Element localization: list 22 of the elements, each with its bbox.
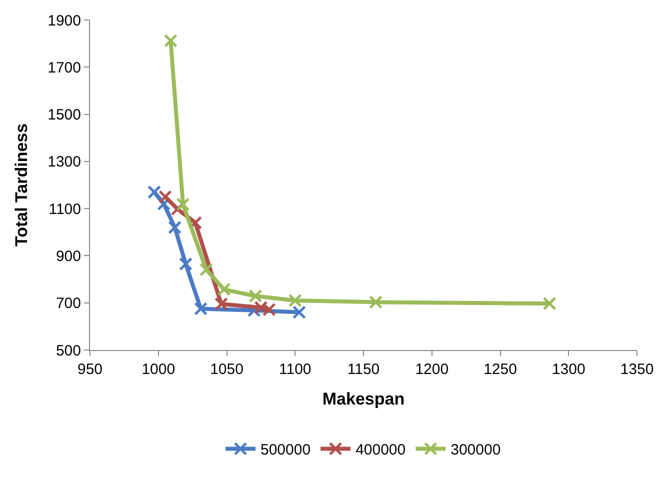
x-tick-label: 1350 (620, 361, 654, 378)
y-tick-label: 1500 (48, 106, 81, 124)
x-tick-label: 1050 (210, 361, 244, 378)
y-tick-label: 500 (56, 342, 81, 360)
x-tick-label: 1150 (347, 361, 380, 378)
y-tick-label: 1700 (48, 59, 81, 76)
x-tick-label: 1100 (278, 361, 312, 378)
x-tick-label: 1250 (484, 361, 517, 378)
y-tick-label: 700 (56, 295, 81, 312)
x-tick-label: 1000 (142, 361, 176, 378)
x-tick-label: 1200 (415, 361, 449, 378)
y-axis-title: Total Tardiness (12, 123, 32, 247)
x-axis-title: Makespan (322, 389, 405, 408)
y-tick-label: 1900 (48, 12, 81, 30)
legend-label: 400000 (356, 442, 406, 459)
x-tick-label: 1300 (552, 361, 586, 378)
y-tick-label: 1300 (48, 154, 81, 171)
x-tick-label: 950 (77, 361, 103, 378)
y-tick-label: 900 (56, 248, 81, 265)
y-tick-label: 1100 (48, 200, 81, 218)
legend-label: 300000 (450, 442, 501, 459)
legend-label: 500000 (260, 442, 311, 459)
